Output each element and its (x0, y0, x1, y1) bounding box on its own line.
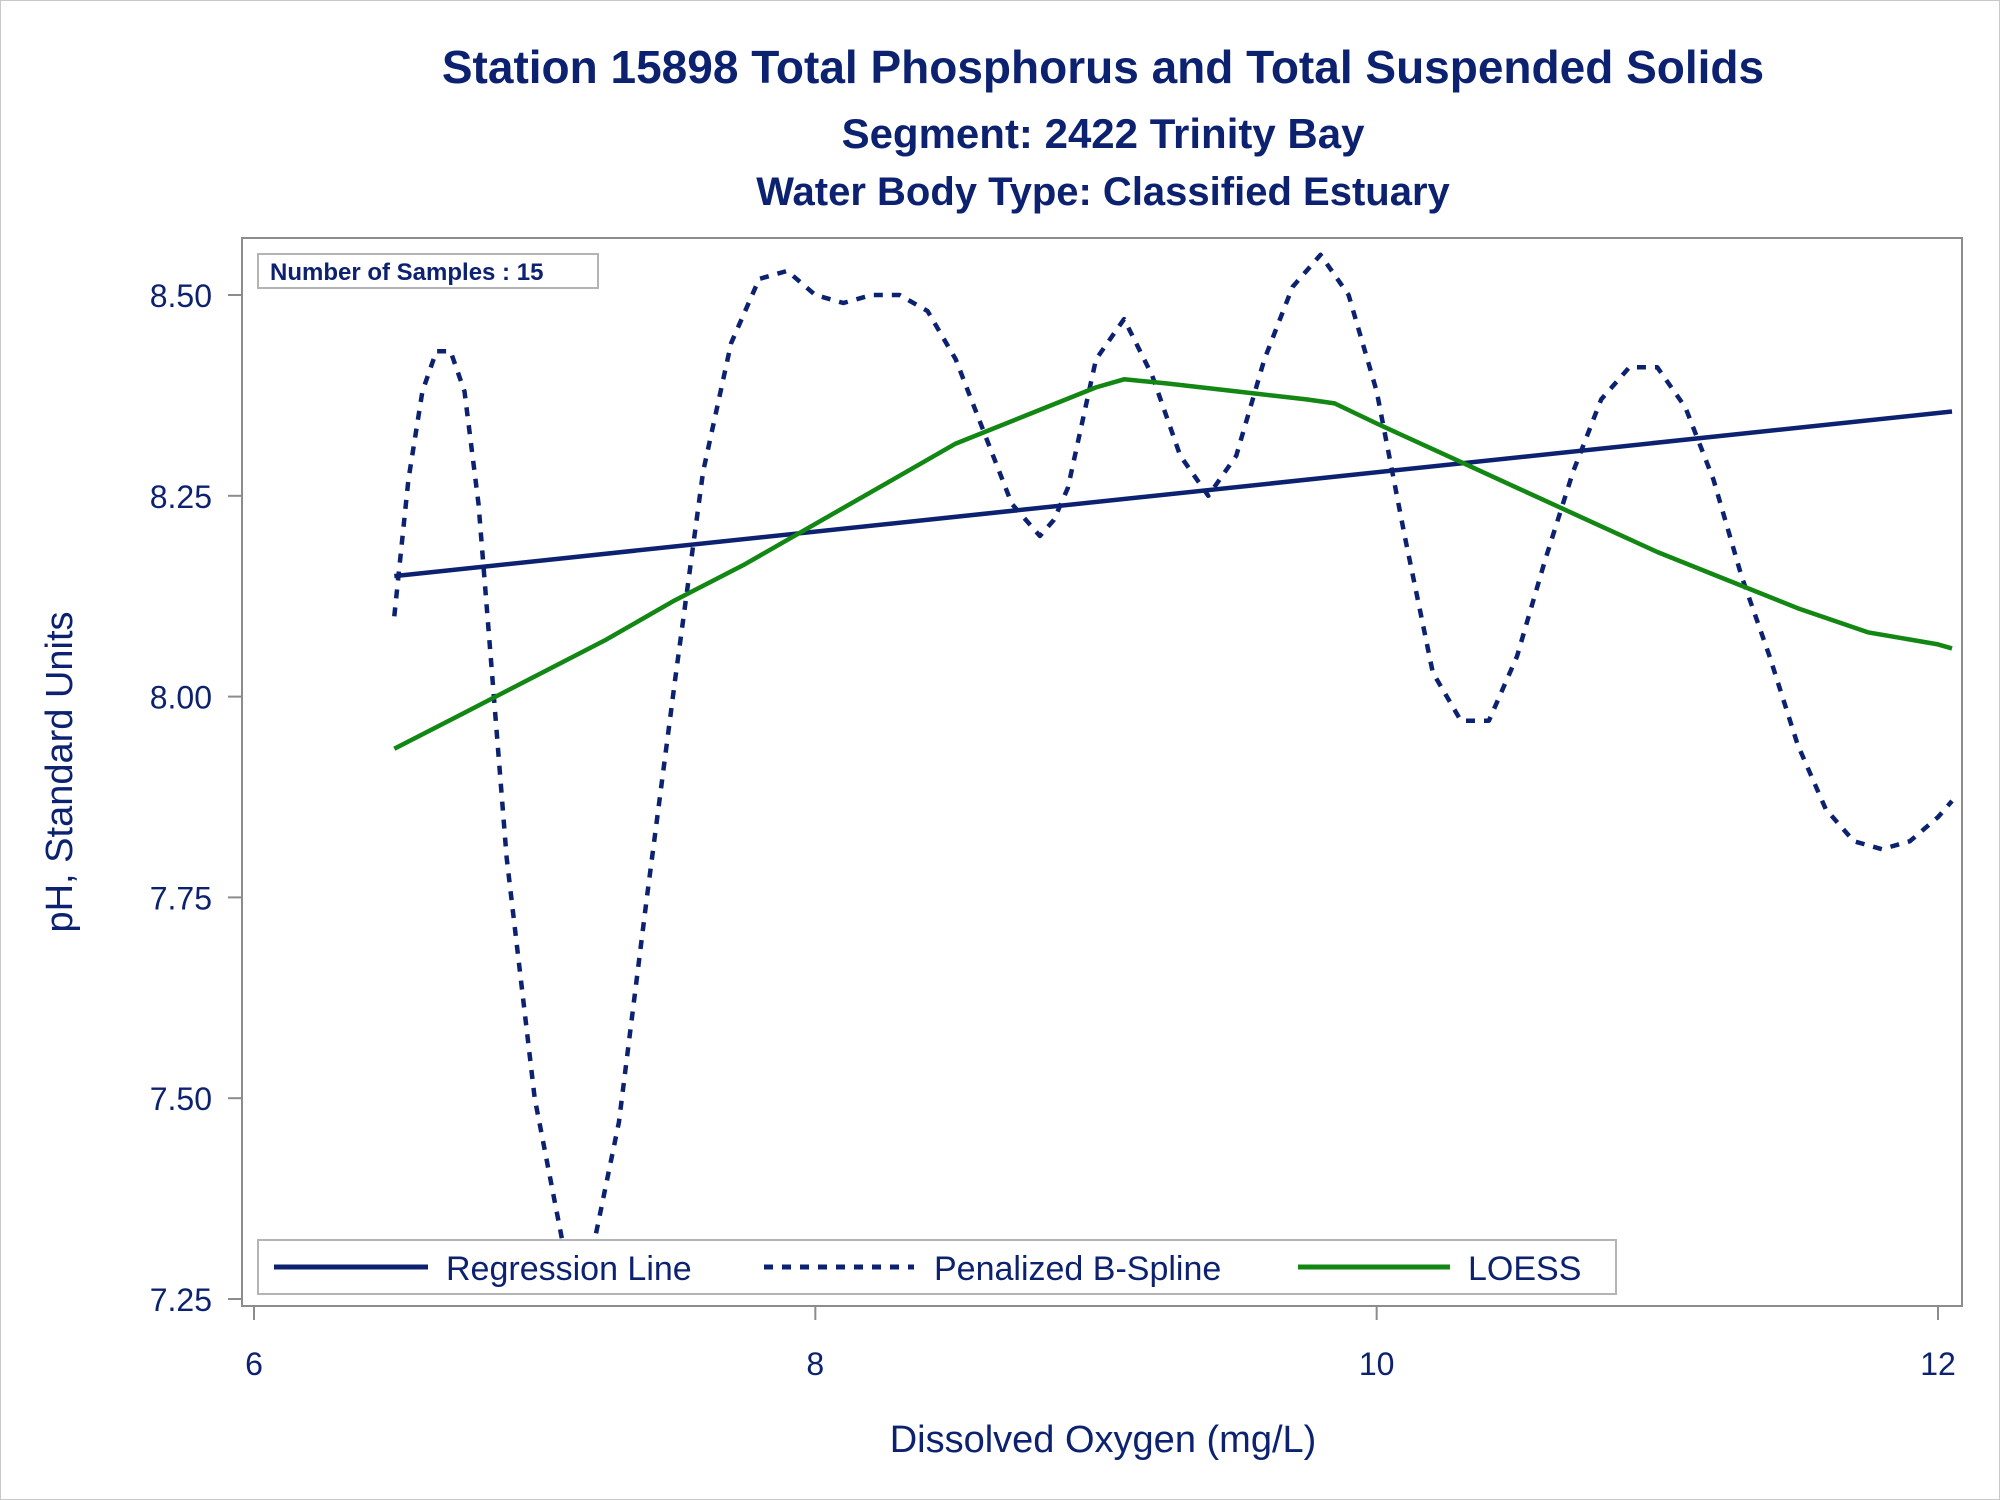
legend-label: Penalized B-Spline (934, 1250, 1221, 1288)
sample-count-box (257, 253, 599, 289)
series-line-loess (393, 377, 1953, 751)
x-axis: 6 8 10 12 (245, 1306, 1956, 1382)
chart-title: Station 15898 Total Phosphorus and Total… (442, 41, 1764, 93)
legend-label: Regression Line (446, 1250, 692, 1288)
x-tick-label: 6 (245, 1346, 263, 1382)
sample-count-label: Number of Samples : 15 (270, 259, 543, 286)
y-tick-label: 7.75 (150, 880, 212, 916)
y-tick-label: 8.00 (150, 680, 212, 716)
y-tick-label: 7.50 (150, 1081, 212, 1117)
chart-subtitle-2: Water Body Type: Classified Estuary (756, 170, 1450, 214)
x-axis-label: Dissolved Oxygen (mg/L) (890, 1419, 1317, 1461)
y-tick-label: 8.25 (150, 479, 212, 515)
series-line-regression-line (394, 409, 1953, 579)
x-tick-label: 8 (806, 1346, 824, 1382)
x-tick-label: 10 (1359, 1346, 1395, 1382)
legend-label: LOESS (1468, 1250, 1581, 1288)
x-tick-label: 12 (1920, 1346, 1956, 1382)
y-tick-label: 8.50 (150, 278, 212, 314)
series-line-penalized-b-spline (392, 252, 1954, 1262)
chart-subtitle: Segment: 2422 Trinity Bay (842, 110, 1366, 157)
legend: Regression Line Penalized B-Spline LOESS (257, 1239, 1617, 1295)
plot-area (241, 237, 1963, 1307)
series-layer (392, 252, 1954, 1262)
y-tick-label: 7.25 (150, 1282, 212, 1318)
y-axis: 7.25 7.50 7.75 8.00 8.25 8.50 (150, 278, 242, 1318)
y-axis-label: pH, Standard Units (39, 611, 81, 932)
